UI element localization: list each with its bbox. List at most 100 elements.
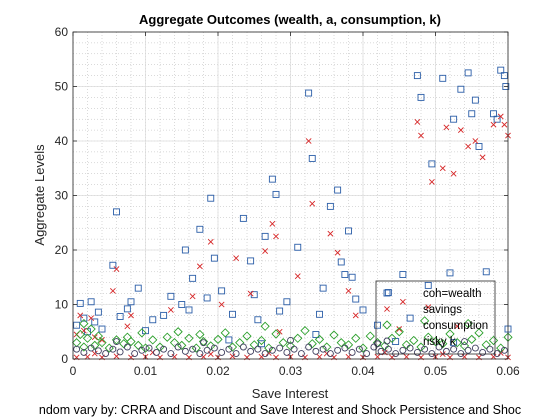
data-point-circle: [348, 349, 356, 356]
x-tick-label: 0.02: [206, 364, 230, 378]
data-point-x: [247, 290, 254, 297]
data-point-diamond: [409, 335, 419, 346]
data-point-circle: [210, 344, 218, 352]
data-point-circle: [421, 345, 429, 353]
data-point-square: [490, 110, 497, 118]
data-point-circle: [113, 338, 120, 346]
data-point-circle: [428, 350, 436, 357]
data-point-circle: [131, 350, 139, 357]
data-point-x: [418, 132, 424, 139]
data-point-diamond: [235, 338, 245, 348]
data-point-circle: [355, 345, 363, 353]
data-point-square: [261, 232, 269, 240]
data-point-x: [196, 263, 203, 270]
data-point-diamond: [79, 342, 89, 352]
data-point-circle: [116, 348, 124, 356]
data-point-diamond: [351, 333, 361, 343]
data-point-square: [450, 115, 458, 123]
data-point-x: [443, 124, 450, 131]
data-point-circle: [326, 350, 334, 357]
data-point-square: [417, 93, 425, 101]
data-point-x: [316, 353, 323, 360]
data-point-diamond: [93, 331, 104, 341]
data-point-circle: [152, 349, 160, 356]
data-point-diamond: [463, 318, 473, 329]
data-point-x: [200, 353, 207, 360]
data-point-square: [87, 298, 95, 306]
data-point-square: [352, 295, 360, 303]
data-point-circle: [174, 343, 182, 351]
data-point-circle: [200, 339, 207, 347]
data-point-x: [479, 154, 486, 161]
data-point-circle: [160, 345, 168, 353]
data-point-x: [490, 121, 497, 128]
data-point-diamond: [271, 329, 281, 339]
data-point-circle: [232, 350, 240, 357]
data-point-circle: [435, 343, 443, 351]
data-point-diamond: [169, 338, 180, 348]
data-point-x: [425, 304, 432, 311]
data-point-diamond: [380, 341, 390, 351]
data-point-diamond: [467, 334, 477, 345]
data-point-square: [334, 186, 342, 194]
legend-marker-circle: [383, 337, 391, 345]
data-point-circle: [334, 346, 342, 354]
data-point-x: [77, 312, 84, 319]
data-point-x: [497, 113, 504, 120]
data-point-square: [341, 271, 349, 278]
data-point-square: [160, 311, 168, 319]
data-point-circle: [254, 345, 262, 353]
data-point-circle: [268, 346, 276, 354]
data-point-circle: [312, 347, 320, 355]
data-point-diamond: [474, 328, 484, 338]
data-point-square: [149, 316, 157, 324]
data-point-circle: [283, 349, 291, 356]
data-point-diamond: [365, 331, 375, 341]
data-point-circle: [218, 349, 226, 356]
data-point-x: [428, 178, 435, 185]
data-point-square: [109, 261, 117, 269]
data-point-circle: [138, 346, 146, 354]
data-point-x: [454, 323, 461, 330]
data-point-square: [218, 287, 226, 295]
data-point-square: [428, 160, 436, 168]
data-point-diamond: [264, 343, 274, 353]
legend-label: coh=wealth: [423, 288, 482, 300]
data-point-circle: [189, 345, 197, 353]
data-point-square: [399, 271, 407, 278]
data-point-x: [124, 323, 131, 330]
data-point-circle: [167, 350, 175, 357]
data-point-square: [123, 305, 131, 313]
data-point-diamond: [79, 318, 89, 329]
data-point-diamond: [104, 343, 114, 353]
data-point-square: [471, 96, 479, 104]
data-point-diamond: [119, 339, 129, 349]
data-point-circle: [457, 350, 465, 357]
data-point-diamond: [155, 342, 165, 352]
data-point-diamond: [191, 343, 201, 353]
legend-label: savings: [423, 304, 462, 316]
data-point-circle: [479, 349, 487, 356]
data-point-x: [171, 353, 178, 360]
data-point-diamond: [481, 340, 491, 350]
data-point-square: [98, 325, 106, 333]
data-point-square: [439, 74, 447, 82]
data-point-diamond: [438, 339, 448, 349]
x-tick-label: 0.01: [134, 364, 158, 378]
data-point-circle: [413, 349, 421, 356]
data-point-circle: [80, 349, 88, 356]
data-point-diamond: [358, 343, 368, 353]
data-point-diamond: [220, 328, 230, 338]
data-point-diamond: [184, 333, 194, 343]
x-tick-label: 0.06: [496, 364, 520, 378]
data-point-square: [500, 72, 508, 80]
data-point-circle: [406, 344, 414, 352]
data-point-circle: [73, 345, 81, 353]
data-point-square: [316, 310, 323, 318]
data-point-square: [239, 214, 247, 222]
data-point-square: [308, 154, 316, 162]
data-point-circle: [247, 347, 255, 355]
data-point-circle: [374, 340, 381, 348]
data-point-x: [109, 287, 116, 294]
x-tick-label: 0: [70, 364, 77, 378]
